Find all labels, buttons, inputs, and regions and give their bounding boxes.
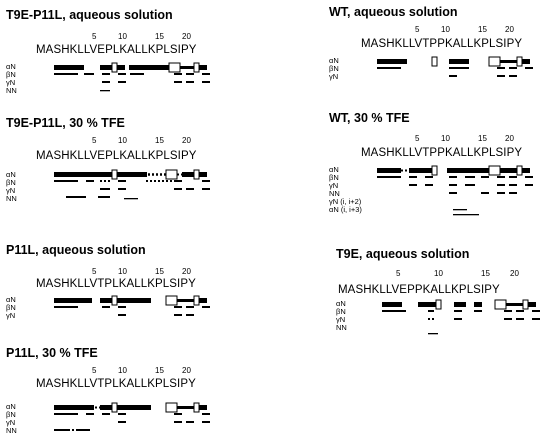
residue-number: 20 [182,32,191,41]
row-label: γN [6,78,16,87]
residue-number: 15 [155,267,164,276]
row-label: NN [329,189,340,198]
residue-number: 20 [510,269,519,278]
panel-title: T9E, aqueous solution [336,247,470,261]
residue-number: 20 [505,25,514,34]
row-label: NN [6,194,17,203]
row-label: γN (i, i+2) [329,197,362,206]
residue-number: 10 [434,269,443,278]
peptide-sequence: MASHKLLVTPLKALLKPLSIPY [36,278,196,290]
row-label: αN (i, i+3) [329,205,362,214]
row-label: βN [336,307,346,316]
row-label: NN [6,426,17,435]
peptide-sequence: MASHKLLVEPPKALLKPLSIPY [338,284,500,296]
residue-number: 20 [182,267,191,276]
residue-number: 20 [182,366,191,375]
residue-number: 5 [92,32,97,41]
row-label: βN [6,70,16,79]
residue-number: 5 [92,267,97,276]
residue-number: 10 [118,366,127,375]
panel-title: WT, aqueous solution [329,5,458,19]
residue-number: 5 [92,136,97,145]
row-label: βN [329,173,339,182]
row-label: NN [6,86,17,95]
row-label: αN [6,170,16,179]
residue-number: 10 [118,267,127,276]
residue-number: 15 [155,366,164,375]
noe-connectivity-bars [377,165,533,216]
row-label: γN [329,72,339,81]
noe-connectivity-bars [54,62,210,92]
peptide-sequence: MASHKLLVTPLKALLKPLSIPY [36,378,196,390]
peptide-sequence: MASHKLLVTPPKALLKPLSIPY [361,147,523,159]
residue-number: 15 [478,134,487,143]
panel-title: P11L, 30 % TFE [6,346,98,360]
row-label: βN [6,178,16,187]
row-label: βN [329,64,339,73]
residue-number: 15 [481,269,490,278]
peptide-sequence: MASHKLLVEPLKALLKPLSIPY [36,44,197,56]
panel-title: T9E-P11L, 30 % TFE [6,116,125,130]
residue-number: 5 [396,269,401,278]
residue-number: 5 [92,366,97,375]
row-label: αN [6,62,16,71]
noe-connectivity-bars [54,402,210,431]
residue-number: 5 [415,134,420,143]
row-label: γN [6,418,16,427]
row-label: γN [329,181,339,190]
residue-number: 15 [478,25,487,34]
row-label: NN [336,323,347,332]
residue-number: 10 [441,134,450,143]
noe-connectivity-bars [54,169,210,200]
panel-title: T9E-P11L, aqueous solution [6,8,173,22]
peptide-sequence: MASHKLLVEPLKALLKPLSIPY [36,150,197,162]
row-label: γN [6,186,16,195]
row-label: αN [329,165,339,174]
row-label: αN [6,295,16,304]
row-label: γN [6,311,16,320]
row-label: γN [336,315,346,324]
residue-number: 15 [155,136,164,145]
panel-title: WT, 30 % TFE [329,111,410,125]
residue-number: 10 [118,136,127,145]
residue-number: 20 [182,136,191,145]
panel-title: P11L, aqueous solution [6,243,146,257]
peptide-sequence: MASHKLLVTPPKALLKPLSIPY [361,38,523,50]
row-label: βN [6,303,16,312]
residue-number: 5 [415,25,420,34]
row-label: αN [6,402,16,411]
row-label: αN [336,299,346,308]
noe-connectivity-bars [377,56,533,77]
noe-connectivity-bars [54,295,210,316]
residue-number: 10 [118,32,127,41]
residue-number: 15 [155,32,164,41]
row-label: βN [6,410,16,419]
residue-number: 10 [441,25,450,34]
row-label: αN [329,56,339,65]
residue-number: 20 [505,134,514,143]
noe-connectivity-bars [382,299,540,335]
